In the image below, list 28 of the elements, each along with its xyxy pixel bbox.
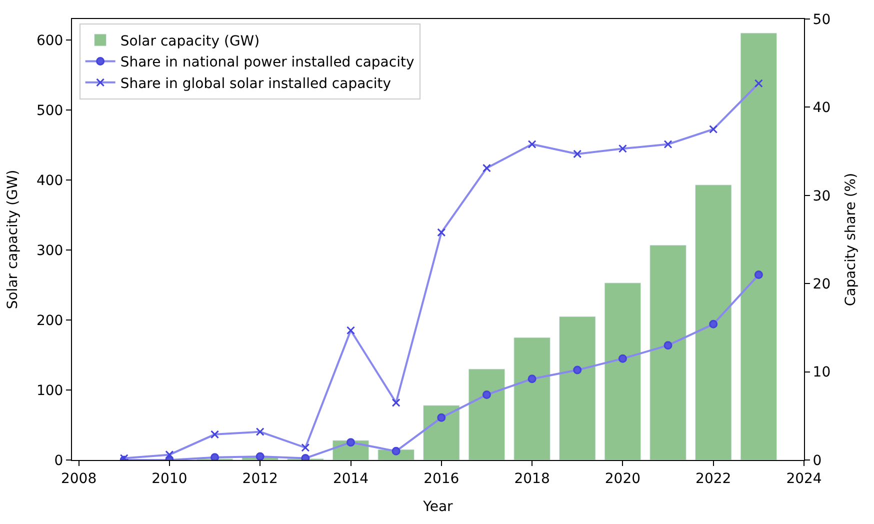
legend-label: Share in global solar installed capacity [120,76,392,92]
y-tick-label: 500 [36,102,64,119]
y-tick-label: 300 [36,242,64,259]
y2-tick-label: 40 [812,100,831,116]
y-tick-label: 600 [36,32,64,49]
legend-label: Share in national power installed capacity [120,54,414,71]
x-tick-label: 2018 [514,470,550,487]
x-tick-label: 2016 [424,470,460,487]
x-tick-label: 2024 [786,470,822,487]
x-tick-label: 2012 [242,470,278,487]
y-tick-label: 400 [36,172,64,189]
x-tick-label: 2010 [152,470,188,487]
x-axis-title: Year [422,499,454,516]
y2-tick-label: 30 [812,188,831,204]
y2-tick-label: 10 [812,364,831,381]
y-tick-label: 0 [54,452,64,469]
y-tick-label: 100 [36,382,64,399]
x-tick-label: 2014 [332,470,369,487]
y2-axis-title: Capacity share (%) [842,172,859,306]
x-tick-label: 2022 [696,470,732,487]
legend-label: Solar capacity (GW) [120,33,260,50]
y2-tick-label: 50 [812,12,831,28]
x-tick-label: 2008 [60,470,97,487]
x-tick-label: 2020 [604,470,641,487]
y-axis-title: Solar capacity (GW) [5,170,22,310]
y2-tick-label: 0 [812,452,822,469]
y2-tick-label: 20 [812,276,831,292]
y-tick-label: 200 [36,312,64,329]
